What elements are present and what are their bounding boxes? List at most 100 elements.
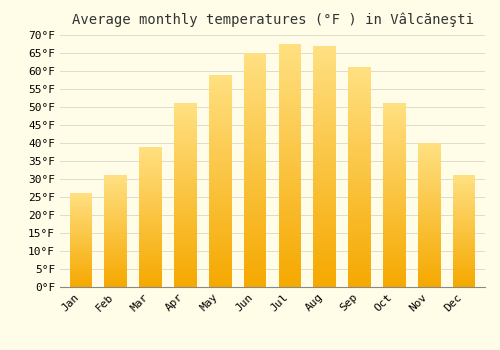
- Bar: [418, 186, 440, 188]
- Bar: [70, 215, 92, 216]
- Bar: [278, 161, 301, 163]
- Bar: [278, 47, 301, 49]
- Bar: [348, 89, 371, 92]
- Bar: [418, 188, 440, 189]
- Bar: [244, 222, 266, 224]
- Bar: [453, 275, 475, 276]
- Bar: [70, 246, 92, 247]
- Bar: [140, 204, 162, 205]
- Bar: [70, 218, 92, 219]
- Bar: [244, 243, 266, 245]
- Bar: [174, 271, 197, 272]
- Bar: [383, 234, 406, 236]
- Bar: [174, 135, 197, 136]
- Bar: [104, 233, 127, 235]
- Bar: [383, 138, 406, 140]
- Bar: [453, 276, 475, 277]
- Bar: [140, 169, 162, 170]
- Bar: [70, 283, 92, 284]
- Bar: [70, 234, 92, 236]
- Bar: [140, 227, 162, 228]
- Bar: [348, 80, 371, 83]
- Bar: [453, 278, 475, 279]
- Bar: [453, 179, 475, 180]
- Bar: [314, 89, 336, 92]
- Bar: [348, 173, 371, 175]
- Bar: [314, 154, 336, 157]
- Bar: [244, 119, 266, 121]
- Bar: [348, 149, 371, 151]
- Bar: [140, 255, 162, 256]
- Bar: [453, 222, 475, 223]
- Bar: [174, 114, 197, 116]
- Bar: [140, 258, 162, 259]
- Bar: [314, 208, 336, 210]
- Bar: [453, 231, 475, 232]
- Bar: [140, 262, 162, 263]
- Bar: [140, 242, 162, 244]
- Bar: [453, 281, 475, 282]
- Bar: [453, 234, 475, 236]
- Bar: [70, 206, 92, 208]
- Bar: [104, 238, 127, 239]
- Bar: [104, 271, 127, 273]
- Bar: [140, 191, 162, 193]
- Bar: [453, 197, 475, 198]
- Bar: [104, 228, 127, 229]
- Bar: [453, 184, 475, 186]
- Bar: [104, 249, 127, 250]
- Bar: [418, 247, 440, 248]
- Bar: [174, 236, 197, 237]
- Bar: [278, 136, 301, 139]
- Bar: [278, 112, 301, 114]
- Bar: [174, 206, 197, 208]
- Bar: [140, 193, 162, 194]
- Bar: [140, 201, 162, 203]
- Bar: [104, 199, 127, 200]
- Bar: [70, 269, 92, 270]
- Bar: [140, 176, 162, 177]
- Bar: [104, 265, 127, 266]
- Bar: [140, 207, 162, 208]
- Bar: [140, 276, 162, 277]
- Bar: [209, 185, 232, 187]
- Bar: [174, 146, 197, 147]
- Bar: [278, 114, 301, 117]
- Bar: [348, 188, 371, 190]
- Bar: [348, 96, 371, 98]
- Bar: [348, 263, 371, 265]
- Bar: [418, 177, 440, 179]
- Bar: [244, 142, 266, 144]
- Bar: [140, 221, 162, 222]
- Bar: [209, 92, 232, 94]
- Bar: [453, 282, 475, 284]
- Bar: [418, 208, 440, 209]
- Bar: [453, 181, 475, 182]
- Bar: [244, 135, 266, 137]
- Bar: [104, 220, 127, 221]
- Bar: [174, 234, 197, 236]
- Bar: [383, 146, 406, 147]
- Bar: [70, 251, 92, 252]
- Bar: [70, 229, 92, 230]
- Bar: [278, 280, 301, 282]
- Bar: [383, 193, 406, 195]
- Bar: [383, 105, 406, 107]
- Bar: [104, 262, 127, 264]
- Bar: [104, 270, 127, 271]
- Bar: [383, 210, 406, 212]
- Bar: [278, 61, 301, 63]
- Bar: [104, 247, 127, 248]
- Bar: [383, 261, 406, 263]
- Bar: [278, 54, 301, 56]
- Bar: [453, 258, 475, 259]
- Bar: [140, 252, 162, 253]
- Bar: [244, 261, 266, 264]
- Bar: [278, 85, 301, 88]
- Bar: [104, 231, 127, 232]
- Bar: [453, 175, 475, 176]
- Bar: [70, 242, 92, 243]
- Bar: [209, 98, 232, 100]
- Bar: [278, 243, 301, 246]
- Bar: [104, 204, 127, 205]
